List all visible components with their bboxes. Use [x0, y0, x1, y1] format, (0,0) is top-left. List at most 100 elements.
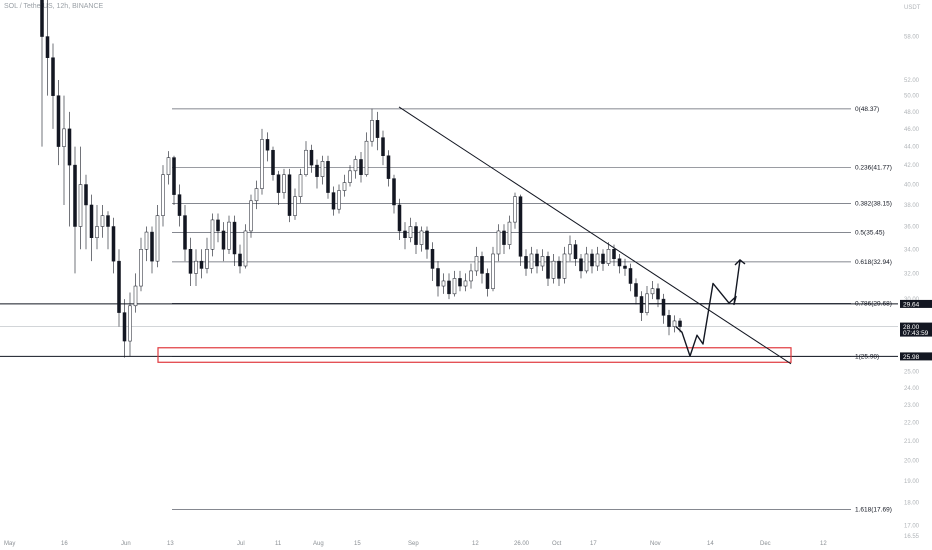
candle-body [507, 221, 512, 245]
projection-arrow-head [734, 259, 746, 266]
candle-body [84, 184, 88, 206]
candle-body [579, 258, 583, 272]
descending-trendline [398, 106, 792, 365]
fib-level-label: 0(48.37) [855, 106, 879, 113]
x-tick-label: Nov [650, 541, 661, 547]
candle-body [661, 298, 666, 316]
x-tick-label: 12 [820, 541, 827, 547]
candle-body [155, 215, 160, 262]
candle-body [397, 204, 402, 232]
candle-body [106, 215, 110, 227]
candle-body [414, 226, 418, 245]
y-tick-label: 22.00 [904, 421, 920, 427]
chart-title: SOL / TetherUS, 12h, BINANCE [4, 3, 104, 10]
price-tag-box [900, 299, 932, 308]
candle-body [364, 140, 369, 175]
fib-level-label: 0.236(41.77) [855, 164, 892, 171]
candle-body [639, 296, 644, 313]
candle-body [645, 293, 649, 313]
candle-body [40, 0, 44, 37]
candle-body [243, 230, 248, 267]
y-tick-label: 38.00 [904, 203, 920, 209]
candle-body [403, 230, 407, 238]
drawings [157, 106, 792, 365]
candle-body [370, 120, 374, 142]
candle-body [293, 196, 297, 216]
candle-body [656, 288, 660, 300]
x-tick-label: Aug [313, 541, 324, 547]
candle-body [617, 258, 622, 267]
fib-level-label: 0.382(38.15) [855, 200, 892, 207]
candle-body [150, 231, 154, 262]
candle-body [474, 256, 479, 272]
candle-body [227, 221, 231, 250]
y-tick-label: 52.00 [904, 78, 920, 84]
candle-body [51, 57, 55, 96]
candle-body [436, 268, 440, 287]
candle-body [546, 256, 550, 279]
x-tick-label: 14 [707, 541, 714, 547]
candle-body [183, 215, 187, 250]
candle-body [67, 128, 72, 166]
candle-body [573, 244, 578, 259]
candle-body [342, 182, 347, 191]
price-tag-box [900, 322, 932, 337]
fib-level-label: 0.5(35.45) [855, 230, 885, 237]
x-tick-label: 17 [590, 541, 597, 547]
candle-body [392, 178, 396, 206]
candle-body [359, 159, 363, 175]
candle-body [265, 139, 270, 151]
candle-body [419, 230, 424, 245]
candle-body [381, 137, 385, 156]
fib-level-label: 0.618(32.94) [855, 259, 892, 266]
candle-body [557, 260, 561, 279]
candle-body [524, 256, 528, 269]
candle-body [100, 215, 105, 227]
candle-body [45, 36, 50, 58]
candle-body [326, 161, 330, 193]
price-axis[interactable]: 58.00 52.00 50.00 48.00 46.00 44.00 42.00 40.00… [904, 5, 921, 540]
candle-body [595, 253, 600, 267]
candle-body [502, 230, 506, 245]
candle-body [678, 320, 682, 327]
candle-body [166, 157, 171, 175]
candle-body [529, 253, 534, 269]
candle-body [133, 285, 138, 307]
candle-body [612, 249, 616, 259]
candle-body [216, 219, 220, 232]
y-tick-label: 20.00 [904, 459, 920, 465]
candle-body [491, 253, 495, 289]
candle-body [287, 174, 292, 216]
candle-body [551, 260, 556, 279]
x-tick-label: May [4, 541, 15, 547]
candle-body [62, 128, 66, 147]
candle-body [496, 230, 501, 255]
candle-body [590, 253, 594, 267]
y-tick-label: 16.55 [904, 534, 920, 540]
candle-body [276, 174, 281, 193]
candle-body [309, 149, 314, 166]
candle-body [111, 226, 116, 262]
candlestick-series [40, 0, 682, 358]
horizontal-levels [0, 303, 898, 357]
candle-body [232, 221, 237, 255]
time-axis[interactable]: May 16 Jun 13 Jul 11 Aug 15 Sep 12 26.00 Oct 17 Nov 14… [4, 541, 827, 547]
candle-body [122, 312, 127, 342]
candle-body [139, 249, 143, 287]
candle-body [408, 226, 413, 238]
y-tick-label: 34.00 [904, 247, 920, 253]
price-tag-box [900, 352, 932, 361]
candle-body [562, 253, 567, 279]
candle-body [425, 230, 429, 250]
candle-body [128, 305, 132, 342]
x-tick-label: Oct [552, 541, 562, 547]
x-tick-label: 12 [472, 541, 479, 547]
candle-body [540, 256, 545, 267]
candle-body [469, 270, 473, 282]
candle-body [441, 280, 446, 287]
fib-level-label: 1.618(17.69) [855, 506, 892, 513]
candle-body [480, 256, 484, 274]
candle-body [601, 253, 605, 264]
fib-retracement: 0(48.37) 0.236(41.77) 0.382(38.15) 0.5(35.4… [172, 106, 892, 513]
